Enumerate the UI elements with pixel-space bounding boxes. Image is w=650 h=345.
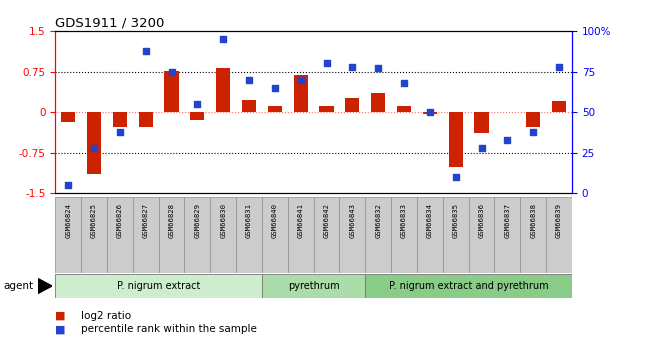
Text: GSM66825: GSM66825 xyxy=(91,203,97,238)
Point xyxy=(321,61,332,66)
Point xyxy=(63,182,73,188)
Text: GDS1911 / 3200: GDS1911 / 3200 xyxy=(55,17,164,30)
Text: P. nigrum extract and pyrethrum: P. nigrum extract and pyrethrum xyxy=(389,281,549,291)
Text: GSM66833: GSM66833 xyxy=(401,203,407,238)
Point xyxy=(218,37,228,42)
Bar xyxy=(474,112,489,133)
Point xyxy=(399,80,410,86)
Point xyxy=(270,85,280,91)
Bar xyxy=(268,106,282,112)
Point xyxy=(528,129,538,134)
Polygon shape xyxy=(38,278,52,294)
Bar xyxy=(61,112,75,122)
Text: GSM66843: GSM66843 xyxy=(350,203,356,238)
Bar xyxy=(345,98,359,112)
Bar xyxy=(242,100,256,112)
Point xyxy=(89,145,99,150)
Bar xyxy=(448,112,463,167)
Point xyxy=(114,129,125,134)
Text: GSM66824: GSM66824 xyxy=(65,203,71,238)
Text: GSM66837: GSM66837 xyxy=(504,203,510,238)
Point xyxy=(192,101,203,107)
Point xyxy=(424,109,435,115)
Text: GSM66828: GSM66828 xyxy=(168,203,174,238)
Bar xyxy=(87,112,101,174)
Bar xyxy=(190,112,205,120)
Text: GSM66839: GSM66839 xyxy=(556,203,562,238)
Bar xyxy=(112,112,127,127)
Point xyxy=(347,64,358,69)
Point xyxy=(554,64,564,69)
Text: GSM66832: GSM66832 xyxy=(375,203,381,238)
Point xyxy=(502,137,513,142)
Text: percentile rank within the sample: percentile rank within the sample xyxy=(81,325,257,334)
Text: GSM66829: GSM66829 xyxy=(194,203,200,238)
Bar xyxy=(319,106,333,112)
Bar xyxy=(138,112,153,127)
Bar xyxy=(552,101,566,112)
Text: GSM66826: GSM66826 xyxy=(117,203,123,238)
Text: GSM66840: GSM66840 xyxy=(272,203,278,238)
Point xyxy=(244,77,254,82)
Bar xyxy=(55,274,262,298)
Text: GSM66831: GSM66831 xyxy=(246,203,252,238)
Text: GSM66838: GSM66838 xyxy=(530,203,536,238)
Text: P. nigrum extract: P. nigrum extract xyxy=(117,281,200,291)
Point xyxy=(140,48,151,53)
Bar xyxy=(422,112,437,114)
Point xyxy=(476,145,487,150)
Point xyxy=(166,69,177,74)
Text: ■: ■ xyxy=(55,311,66,321)
Bar xyxy=(397,106,411,112)
Text: GSM66830: GSM66830 xyxy=(220,203,226,238)
Point xyxy=(450,174,461,180)
Text: agent: agent xyxy=(3,281,33,291)
Bar xyxy=(164,70,179,112)
Text: GSM66836: GSM66836 xyxy=(478,203,484,238)
Bar xyxy=(262,274,365,298)
Text: GSM66841: GSM66841 xyxy=(298,203,304,238)
Text: log2 ratio: log2 ratio xyxy=(81,311,131,321)
Text: pyrethrum: pyrethrum xyxy=(288,281,339,291)
Bar xyxy=(526,112,540,127)
Text: ■: ■ xyxy=(55,325,66,334)
Point xyxy=(373,66,384,71)
Text: GSM66835: GSM66835 xyxy=(453,203,459,238)
Bar xyxy=(216,68,230,112)
Point xyxy=(296,77,306,82)
Text: GSM66842: GSM66842 xyxy=(324,203,330,238)
Bar xyxy=(371,93,385,112)
Text: GSM66827: GSM66827 xyxy=(143,203,149,238)
Text: GSM66834: GSM66834 xyxy=(427,203,433,238)
Bar xyxy=(294,75,308,112)
Bar xyxy=(365,274,572,298)
